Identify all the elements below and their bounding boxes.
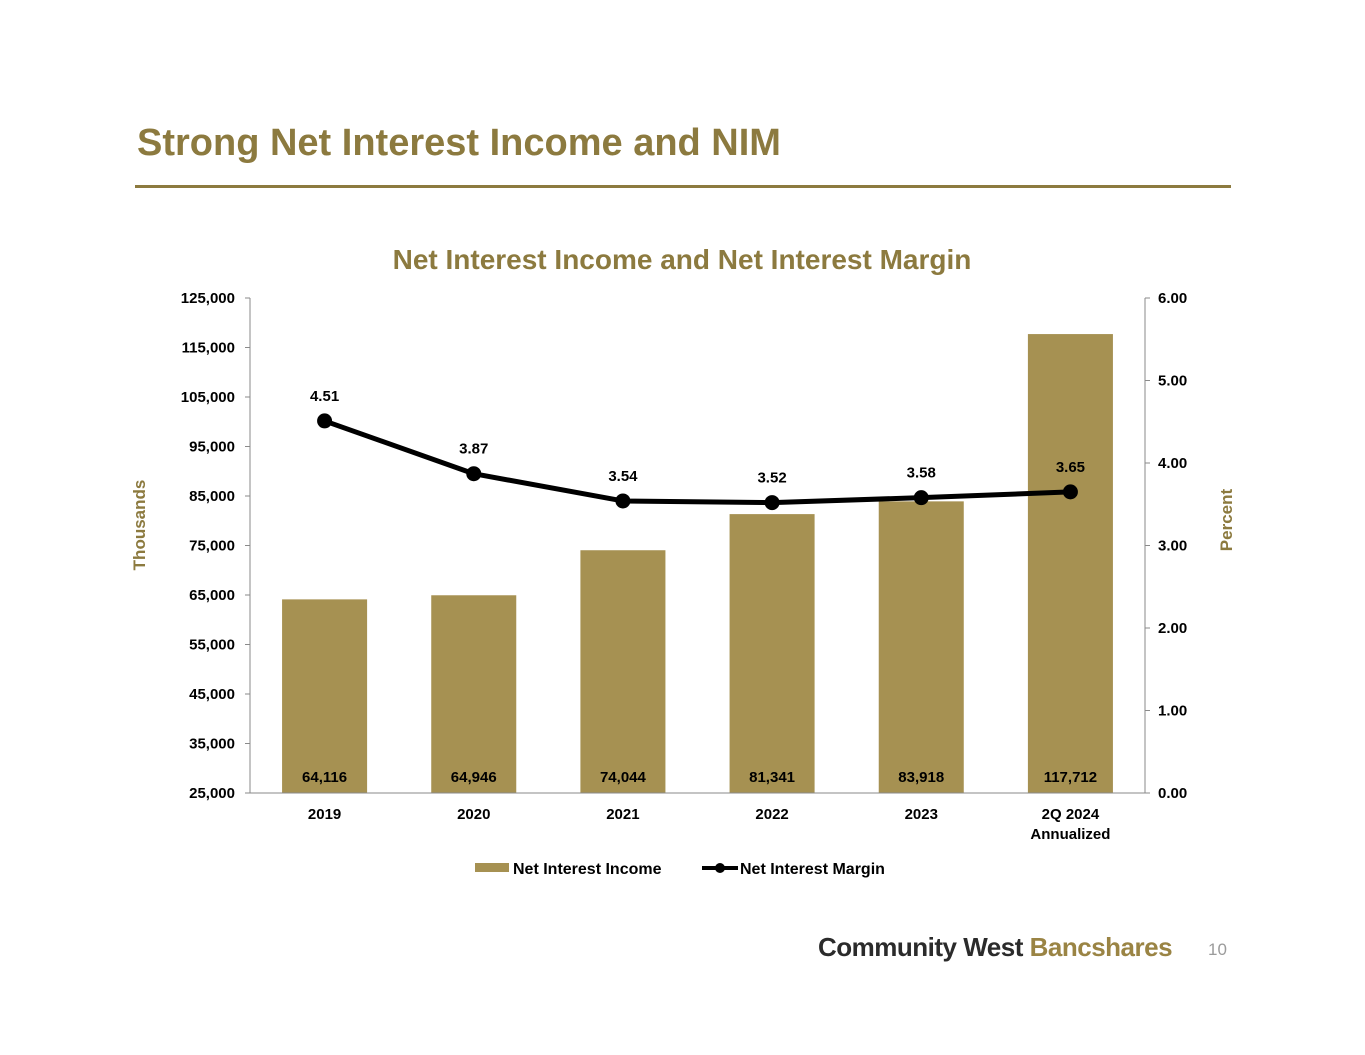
y-tick-label-0: 25,000 bbox=[189, 785, 235, 802]
nim-point-4 bbox=[913, 490, 929, 506]
bar-label-3: 81,341 bbox=[749, 769, 795, 786]
y2-axis-label: Percent bbox=[1217, 488, 1236, 551]
legend-label-nii: Net Interest Income bbox=[513, 861, 662, 878]
line-layer bbox=[317, 413, 1078, 511]
y2-tick-label-3: 3.00 bbox=[1158, 538, 1187, 555]
page-number: 10 bbox=[1208, 940, 1227, 959]
page-title: Strong Net Interest Income and NIM bbox=[137, 122, 781, 164]
brand-name-gold: Bancshares bbox=[1029, 932, 1173, 962]
nim-label-2: 3.54 bbox=[608, 468, 638, 485]
bar-label-0: 64,116 bbox=[302, 769, 347, 786]
y-tick-label-5: 75,000 bbox=[189, 538, 235, 555]
legend-label-nim: Net Interest Margin bbox=[740, 861, 885, 878]
y-tick-label-4: 65,000 bbox=[189, 587, 235, 604]
x-tick-label-3: 2022 bbox=[755, 806, 788, 823]
legend-swatch-nim-marker bbox=[715, 863, 725, 873]
x-tick-label-5: 2Q 2024 Annualized bbox=[1030, 806, 1110, 843]
y-tick-label-10: 125,000 bbox=[181, 290, 235, 307]
y-tick-label-6: 85,000 bbox=[189, 488, 235, 505]
x-tick-label-2: 2021 bbox=[606, 806, 639, 823]
bar-label-4: 83,918 bbox=[898, 769, 944, 786]
axes-layer: 25,000 35,000 45,000 55,000 65,000 75,000 85,0… bbox=[181, 290, 1187, 843]
bar-1 bbox=[431, 595, 517, 793]
y-tick-label-2: 45,000 bbox=[189, 686, 235, 703]
nim-point-3 bbox=[764, 495, 780, 511]
x-tick-label-4: 2023 bbox=[905, 806, 938, 823]
nim-point-5 bbox=[1062, 484, 1078, 500]
y-tick-label-7: 95,000 bbox=[189, 439, 235, 456]
title-divider bbox=[135, 185, 1231, 188]
y-tick-label-9: 115,000 bbox=[182, 340, 235, 357]
bar-label-1: 64,946 bbox=[451, 769, 497, 786]
brand-logo: Community West Bancshares bbox=[818, 932, 1173, 963]
y2-tick-label-6: 6.00 bbox=[1158, 290, 1187, 307]
bar-4 bbox=[878, 501, 964, 793]
nim-point-2 bbox=[615, 493, 631, 509]
bar-label-2: 74,044 bbox=[600, 769, 647, 786]
nim-label-1: 3.87 bbox=[459, 441, 488, 458]
nim-label-3: 3.52 bbox=[757, 470, 786, 487]
bars-layer bbox=[282, 334, 1113, 793]
nim-label-0: 4.51 bbox=[310, 388, 339, 405]
nim-label-4: 3.58 bbox=[907, 465, 936, 482]
legend-swatch-nii bbox=[475, 863, 509, 872]
y-tick-label-3: 55,000 bbox=[189, 637, 235, 654]
y2-tick-label-4: 4.00 bbox=[1158, 455, 1187, 472]
bar-5 bbox=[1027, 334, 1113, 793]
y-tick-label-1: 35,000 bbox=[189, 736, 235, 753]
x-tick-label-0: 2019 bbox=[308, 806, 341, 823]
bar-label-5: 117,712 bbox=[1044, 769, 1097, 786]
nim-line bbox=[323, 418, 1071, 506]
chart-title: Net Interest Income and Net Interest Mar… bbox=[393, 244, 972, 275]
y2-tick-label-2: 2.00 bbox=[1158, 620, 1187, 637]
y-tick-label-8: 105,000 bbox=[181, 389, 235, 406]
nim-label-5: 3.65 bbox=[1056, 459, 1085, 476]
x-tick-label-1: 2020 bbox=[457, 806, 490, 823]
nim-point-1 bbox=[466, 466, 482, 482]
y2-tick-label-5: 5.00 bbox=[1158, 373, 1187, 390]
brand-name-dark: Community West bbox=[818, 932, 1023, 962]
bar-2 bbox=[580, 550, 666, 793]
labels-layer: 64,116 64,946 74,044 81,341 83,918 117,712 4.5… bbox=[302, 388, 1097, 786]
bar-3 bbox=[729, 514, 815, 793]
y2-tick-label-1: 1.00 bbox=[1158, 703, 1187, 720]
bar-0 bbox=[282, 599, 368, 793]
y2-tick-label-0: 0.00 bbox=[1158, 785, 1187, 802]
nim-point-0 bbox=[317, 413, 333, 429]
y-axis-label: Thousands bbox=[130, 480, 149, 571]
legend: Net Interest Income Net Interest Margin bbox=[475, 861, 885, 878]
